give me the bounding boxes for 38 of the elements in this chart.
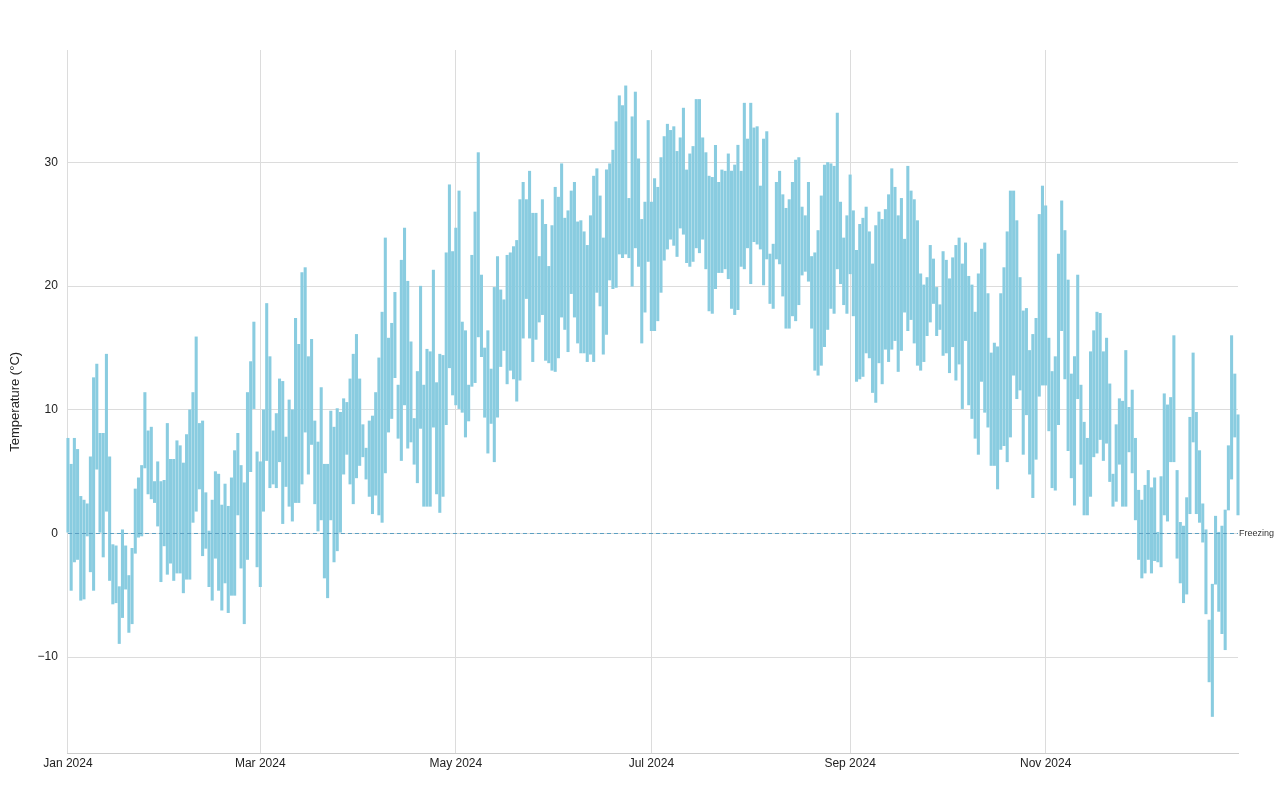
- bar: [755, 126, 759, 245]
- bar: [1095, 311, 1099, 454]
- x-tick-label: Jul 2024: [628, 756, 675, 771]
- bar: [553, 186, 557, 372]
- bar: [624, 85, 628, 255]
- x-tick-label: Mar 2024: [234, 756, 286, 771]
- bar: [505, 254, 509, 385]
- bar: [742, 102, 746, 270]
- y-tick-label: 0: [51, 525, 59, 540]
- bar: [165, 423, 169, 575]
- bar: [486, 330, 490, 454]
- y-tick-label: 20: [44, 278, 59, 293]
- ref-line-label: Freezing: [1239, 527, 1275, 538]
- bar: [697, 99, 701, 254]
- bar: [425, 348, 429, 507]
- bar: [736, 144, 740, 311]
- bar: [579, 220, 583, 354]
- y-tick-label: 30: [44, 154, 59, 169]
- y-axis-title: Temperature (°C): [7, 351, 23, 452]
- y-tick-label: −10: [37, 649, 59, 664]
- bar: [941, 251, 945, 356]
- bar: [720, 169, 724, 273]
- bar: [1172, 335, 1176, 463]
- y-tick-label: 10: [44, 402, 59, 417]
- bar: [281, 381, 285, 524]
- bar: [149, 426, 153, 500]
- x-tick-label: Jan 2024: [43, 756, 93, 771]
- x-tick-label: May 2024: [429, 756, 483, 771]
- bar: [1124, 350, 1128, 507]
- bar: [1223, 509, 1227, 651]
- bar: [457, 190, 461, 409]
- bar: [749, 102, 753, 285]
- x-tick-label: Nov 2024: [1019, 756, 1072, 771]
- bar: [438, 353, 442, 513]
- bar: [906, 165, 910, 332]
- bar: [201, 420, 205, 557]
- x-tick-label: Sep 2024: [824, 756, 877, 771]
- bar: [82, 499, 86, 600]
